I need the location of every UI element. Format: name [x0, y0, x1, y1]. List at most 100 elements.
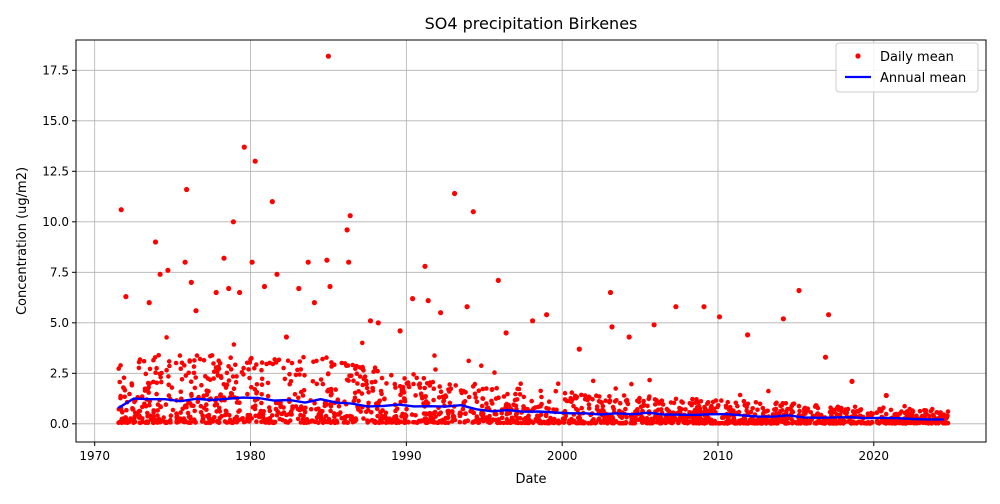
daily-mean-point	[349, 373, 354, 379]
daily-mean-point	[427, 410, 433, 416]
daily-mean-point	[617, 400, 623, 406]
daily-mean-point	[354, 371, 360, 377]
daily-mean-point	[433, 367, 438, 372]
daily-mean-point	[188, 414, 193, 420]
daily-mean-point	[205, 420, 211, 426]
daily-mean-point	[178, 417, 183, 423]
daily-mean-point	[917, 408, 923, 414]
daily-mean-point	[623, 419, 629, 425]
daily-mean-point	[525, 406, 530, 412]
daily-mean-point	[735, 403, 740, 409]
daily-mean-point	[352, 390, 358, 396]
daily-mean-point	[267, 408, 273, 414]
daily-mean-point	[443, 420, 449, 425]
daily-mean-point	[526, 413, 531, 419]
daily-mean-point	[586, 402, 592, 407]
daily-mean-point	[324, 257, 330, 263]
daily-mean-point	[178, 366, 184, 372]
legend-label-annual-mean: Annual mean	[880, 71, 966, 86]
daily-mean-point	[760, 411, 766, 417]
daily-mean-point	[353, 417, 359, 423]
ticks: 1970 1980 1990 2000 2010 2020 0.0 2.5 5.0 7.5 10.0…	[42, 63, 889, 463]
daily-mean-point	[339, 360, 345, 366]
daily-mean-point	[737, 392, 743, 398]
daily-mean-point	[118, 207, 124, 213]
y-tick-label: 5.0	[50, 316, 69, 330]
daily-mean-point	[652, 414, 658, 420]
daily-mean-point	[383, 415, 388, 421]
daily-mean-point	[369, 410, 374, 415]
daily-mean-point	[148, 417, 154, 422]
daily-mean-point	[217, 405, 222, 411]
daily-mean-point	[300, 393, 306, 398]
daily-mean-point	[287, 381, 293, 387]
daily-mean-point	[195, 399, 201, 405]
daily-mean-point	[828, 420, 833, 425]
daily-mean-point	[278, 404, 283, 410]
daily-mean-point	[480, 396, 485, 401]
daily-mean-point	[254, 389, 260, 395]
daily-mean-point	[218, 393, 223, 399]
daily-mean-point	[750, 406, 755, 411]
daily-mean-point	[597, 394, 602, 399]
daily-mean-point	[191, 364, 197, 369]
daily-mean-point	[460, 406, 466, 412]
daily-mean-point	[198, 403, 204, 409]
chart-title: SO4 precipitation Birkenes	[425, 14, 638, 33]
daily-mean-point	[366, 390, 371, 395]
daily-mean-point	[274, 412, 280, 418]
daily-mean-point	[651, 322, 657, 328]
daily-mean-point	[302, 373, 307, 378]
daily-mean-point	[234, 374, 239, 379]
plot-area	[116, 53, 951, 426]
y-axis-label: Concentration (ug/m2)	[15, 167, 30, 315]
daily-mean-point	[637, 395, 642, 401]
daily-mean-point	[796, 287, 802, 294]
daily-mean-point	[466, 358, 472, 364]
daily-mean-point	[804, 421, 809, 426]
daily-mean-point	[142, 388, 148, 393]
daily-mean-point	[331, 418, 336, 424]
daily-mean-point	[518, 381, 523, 387]
daily-mean-point	[757, 401, 763, 407]
daily-mean-point	[347, 213, 353, 219]
daily-mean-point	[182, 259, 188, 265]
daily-mean-point	[494, 385, 500, 391]
daily-mean-point	[356, 398, 361, 404]
daily-mean-point	[241, 144, 247, 150]
daily-mean-point	[854, 421, 859, 426]
daily-mean-point	[512, 397, 518, 403]
daily-mean-point	[849, 378, 855, 384]
daily-mean-point	[815, 411, 820, 416]
daily-mean-point	[785, 406, 790, 412]
daily-mean-point	[445, 408, 451, 414]
daily-mean-point	[146, 384, 151, 390]
daily-mean-point	[452, 190, 458, 197]
daily-mean-point	[716, 403, 721, 408]
daily-mean-point	[201, 357, 207, 363]
daily-mean-point	[406, 381, 411, 387]
daily-mean-point	[419, 396, 425, 401]
daily-mean-point	[204, 388, 209, 394]
daily-mean-point	[614, 398, 619, 403]
daily-mean-point	[188, 419, 193, 425]
daily-mean-point	[640, 420, 645, 426]
daily-mean-point	[484, 386, 489, 391]
daily-mean-point	[188, 379, 194, 385]
daily-mean-point	[234, 414, 239, 420]
daily-mean-point	[269, 199, 275, 205]
daily-mean-point	[679, 416, 684, 422]
daily-mean-point	[254, 382, 260, 387]
daily-mean-point	[680, 400, 685, 405]
daily-mean-point	[668, 400, 674, 405]
daily-mean-point	[431, 386, 437, 392]
daily-mean-point	[328, 386, 334, 392]
daily-mean-point	[397, 328, 403, 334]
daily-mean-point	[159, 379, 164, 385]
daily-mean-point	[844, 410, 850, 416]
daily-mean-point	[489, 387, 495, 392]
daily-mean-point	[570, 397, 575, 402]
daily-mean-point	[530, 318, 536, 324]
x-tick-label: 1970	[79, 449, 110, 463]
